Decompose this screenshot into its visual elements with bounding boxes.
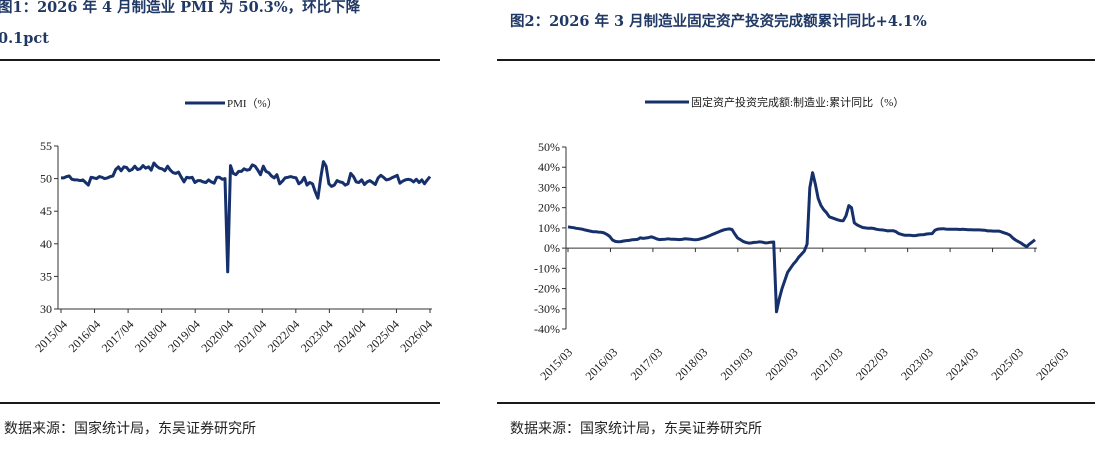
pmi-x-tick-label: 2020/04 bbox=[198, 317, 236, 355]
fai-y-tick-label: 50% bbox=[538, 140, 560, 154]
fai-x-tick-label: 2018/03 bbox=[673, 345, 711, 383]
pmi-x-tick-label: 2024/04 bbox=[331, 317, 369, 355]
left-source-note: 数据来源：国家统计局，东吴证券研究所 bbox=[4, 421, 256, 437]
pmi-y-tick-label: 55 bbox=[40, 139, 52, 153]
pmi-y-tick-label: 30 bbox=[40, 302, 52, 316]
pmi-x-tick-label: 2019/04 bbox=[165, 317, 203, 355]
right-figure: 图2：2026 年 3 月制造业固定资产投资完成额累计同比+4.1% 固定资产投… bbox=[497, 0, 1095, 449]
pmi-x-tick-label: 2025/04 bbox=[364, 317, 402, 355]
fai-y-tick-label: 20% bbox=[538, 201, 560, 215]
fai-y-tick-label: 30% bbox=[538, 180, 560, 194]
pmi-series-line bbox=[61, 160, 432, 274]
fai-x-tick-label: 2022/03 bbox=[853, 345, 891, 383]
fai-y-tick-label: 0% bbox=[544, 241, 560, 255]
fai-x-tick-label: 2015/03 bbox=[537, 345, 575, 383]
fai-x-tick-label: 2025/03 bbox=[988, 345, 1026, 383]
pmi-x-tick-label: 2015/04 bbox=[32, 317, 70, 355]
fai-x-tick-label: 2024/03 bbox=[943, 345, 981, 383]
pmi-x-tick-label: 2023/04 bbox=[298, 317, 336, 355]
right-figure-title: 图2：2026 年 3 月制造业固定资产投资完成额累计同比+4.1% bbox=[510, 13, 927, 30]
left-figure: 图1：2026 年 4 月制造业 PMI 为 50.3%，环比下降 0.1pct… bbox=[0, 0, 440, 449]
pmi-x-tick-label: 2021/04 bbox=[231, 317, 269, 355]
fai-y-tick-label: -40% bbox=[534, 322, 560, 336]
fai-y-tick-label: -20% bbox=[534, 282, 560, 296]
fai-x-tick-label: 2016/03 bbox=[582, 345, 620, 383]
fai-x-tick-label: 2021/03 bbox=[808, 345, 846, 383]
pmi-y-tick-label: 40 bbox=[40, 237, 52, 251]
fai-x-tick-label: 2017/03 bbox=[628, 345, 666, 383]
pmi-y-tick-label: 45 bbox=[40, 204, 52, 218]
pmi-x-tick-label: 2022/04 bbox=[265, 317, 303, 355]
fai-y-tick-label: -30% bbox=[534, 302, 560, 316]
fai-y-tick-label: -10% bbox=[534, 261, 560, 275]
fai-x-tick-label: 2020/03 bbox=[763, 345, 801, 383]
pmi-legend-label: PMI（%） bbox=[227, 97, 278, 110]
right-source-note: 数据来源：国家统计局，东吴证券研究所 bbox=[510, 421, 762, 437]
left-figure-title: 图1：2026 年 4 月制造业 PMI 为 50.3%，环比下降 bbox=[0, 0, 361, 16]
fai-x-tick-label: 2023/03 bbox=[898, 345, 936, 383]
fai-legend-label: 固定资产投资完成额:制造业:累计同比（%） bbox=[691, 95, 904, 109]
pmi-x-tick-label: 2026/04 bbox=[397, 317, 435, 355]
left-bottom-rule bbox=[0, 402, 440, 404]
fai-y-tick-label: 40% bbox=[538, 160, 560, 174]
pmi-y-tick-label: 50 bbox=[40, 172, 52, 186]
fai-series-line bbox=[567, 171, 1036, 314]
pmi-x-tick-label: 2018/04 bbox=[132, 317, 170, 355]
fai-x-tick-label: 2026/03 bbox=[1033, 345, 1071, 383]
right-top-rule bbox=[497, 59, 1095, 61]
left-figure-title-cont: 0.1pct bbox=[0, 30, 49, 47]
left-top-rule bbox=[0, 59, 440, 61]
pmi-x-tick-label: 2016/04 bbox=[66, 317, 104, 355]
pmi-chart: PMI（%）3035404550552015/042016/042017/042… bbox=[32, 97, 435, 355]
fai-y-tick-label: 10% bbox=[538, 221, 560, 235]
fai-chart: 固定资产投资完成额:制造业:累计同比（%） -40% -30% -20% -10% 0% 1… bbox=[534, 95, 1071, 383]
pmi-x-tick-label: 2017/04 bbox=[99, 317, 137, 355]
fai-x-tick-label: 2019/03 bbox=[718, 345, 756, 383]
pmi-y-tick-label: 35 bbox=[40, 269, 52, 283]
right-bottom-rule bbox=[497, 402, 1095, 404]
